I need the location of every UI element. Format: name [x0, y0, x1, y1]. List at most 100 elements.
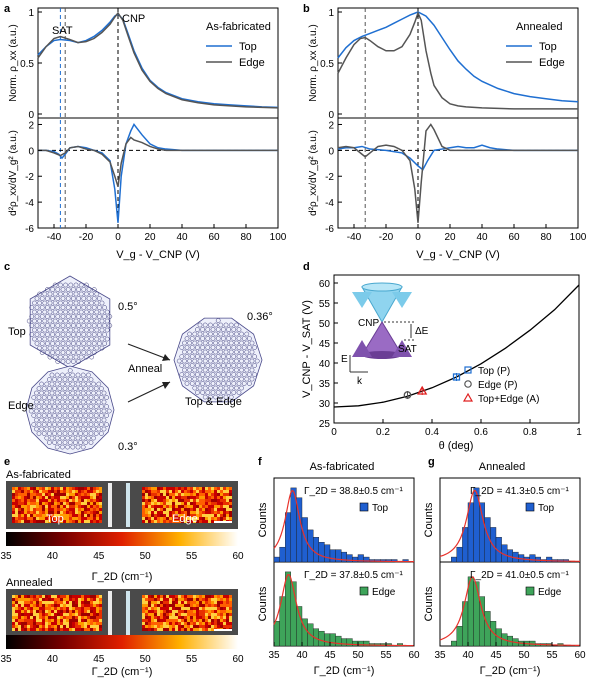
twisted-lattice-combined-atom: [205, 345, 211, 350]
raman-pixel: [72, 625, 75, 628]
twisted-lattice-edge-atom: [60, 399, 65, 405]
raman-pixel: [30, 487, 33, 490]
twisted-lattice-top-atom: [78, 318, 84, 324]
twisted-lattice-top-atom: [91, 314, 97, 319]
raman-pixel: [211, 511, 214, 514]
raman-pixel: [27, 493, 30, 496]
raman-pixel: [45, 619, 48, 622]
raman-pixel: [142, 625, 145, 628]
twisted-lattice-edge-atom: [75, 372, 81, 378]
raman-pixel: [33, 511, 36, 514]
twisted-lattice-edge-atom: [78, 413, 83, 418]
raman-pixel: [199, 625, 202, 628]
twisted-lattice-edge-atom: [70, 444, 76, 450]
raman-pixel: [96, 490, 99, 493]
raman-pixel: [72, 598, 75, 601]
raman-pixel: [223, 604, 226, 607]
raman-pixel: [30, 607, 33, 610]
raman-pixel: [169, 598, 172, 601]
raman-pixel: [211, 628, 214, 631]
raman-pixel: [202, 487, 205, 490]
raman-pixel: [39, 517, 42, 520]
raman-pixel: [81, 502, 84, 505]
raman-pixel: [205, 607, 208, 610]
panel-d-ytick-label: 30: [319, 399, 331, 410]
twisted-lattice-top-atom: [78, 282, 84, 288]
panel-d-legend-top: Top (P): [478, 366, 510, 377]
twisted-lattice-edge-atom: [34, 399, 39, 405]
raman-pixel: [96, 499, 99, 502]
raman-pixel: [211, 598, 214, 601]
panel-d-xtick-label: 0.4: [425, 427, 439, 438]
twisted-lattice-combined-atom: [234, 358, 239, 364]
raman-pixel: [163, 490, 166, 493]
raman-pixel: [190, 607, 193, 610]
raman-pixel: [157, 601, 160, 604]
twisted-lattice-top-atom: [50, 314, 55, 319]
twisted-lattice-top-atom: [39, 305, 45, 310]
raman-pixel: [202, 511, 205, 514]
twisted-lattice-combined-atom: [179, 354, 185, 359]
raman-pixel: [84, 508, 87, 511]
raman-pixel: [175, 601, 178, 604]
raman-pixel: [184, 493, 187, 496]
twisted-lattice-top-atom: [86, 305, 92, 310]
raman-pixel: [217, 490, 220, 493]
raman-pixel: [205, 604, 208, 607]
twisted-lattice-combined-atom: [231, 327, 237, 332]
twisted-lattice-edge-atom: [91, 399, 96, 405]
raman-pixel: [211, 490, 214, 493]
raman-pixel: [27, 505, 30, 508]
raman-pixel: [205, 625, 208, 628]
twisted-lattice-edge-atom: [96, 408, 102, 414]
twisted-lattice-combined-atom: [213, 394, 218, 400]
raman-pixel: [84, 502, 87, 505]
raman-pixel: [169, 514, 172, 517]
raman-pixel: [163, 508, 166, 511]
raman-pixel: [172, 505, 175, 508]
raman-pixel: [214, 616, 217, 619]
raman-pixel: [27, 511, 30, 514]
raman-pixel: [145, 619, 148, 622]
raman-pixel: [60, 628, 63, 631]
twisted-lattice-combined-atom: [197, 340, 203, 346]
raman-pixel: [48, 493, 51, 496]
raman-pixel: [157, 619, 160, 622]
raman-pixel: [175, 625, 178, 628]
raman-pixel: [172, 610, 175, 613]
raman-pixel: [24, 499, 27, 502]
raman-pixel: [60, 505, 63, 508]
raman-pixel: [154, 511, 157, 514]
raman-pixel: [72, 604, 75, 607]
twisted-lattice-combined-atom: [239, 367, 244, 373]
panel_a-ytick-bottom-label: -2: [25, 172, 34, 183]
twisted-lattice-edge-atom: [78, 404, 83, 409]
raman-pixel: [15, 601, 18, 604]
twisted-lattice-combined-atom: [215, 381, 221, 386]
raman-pixel: [211, 499, 214, 502]
raman-pixel: [90, 517, 93, 520]
raman-pixel: [84, 595, 87, 598]
raman-pixel: [226, 595, 229, 598]
raman-pixel: [229, 517, 232, 520]
raman-pixel: [57, 505, 60, 508]
raman-pixel: [54, 616, 57, 619]
raman-pixel: [145, 511, 148, 514]
twisted-lattice-edge-atom: [65, 408, 70, 414]
twisted-lattice-combined-atom: [205, 363, 211, 368]
twisted-lattice-top-atom: [52, 336, 58, 342]
twisted-lattice-edge-atom: [67, 431, 73, 436]
twisted-lattice-combined-atom: [221, 372, 226, 377]
twisted-lattice-combined-atom: [218, 340, 224, 346]
raman-pixel: [226, 607, 229, 610]
twisted-lattice-edge-atom: [60, 381, 65, 387]
twisted-lattice-edge-atom: [104, 422, 109, 427]
raman-pixel: [208, 607, 211, 610]
twisted-lattice-top-atom: [47, 345, 53, 351]
raman-pixel: [63, 520, 66, 523]
panel_f-xtick-label: 60: [408, 650, 420, 661]
twisted-lattice-top-atom: [42, 300, 48, 306]
raman-pixel: [193, 511, 196, 514]
raman-pixel: [148, 505, 151, 508]
raman-pixel: [60, 487, 63, 490]
